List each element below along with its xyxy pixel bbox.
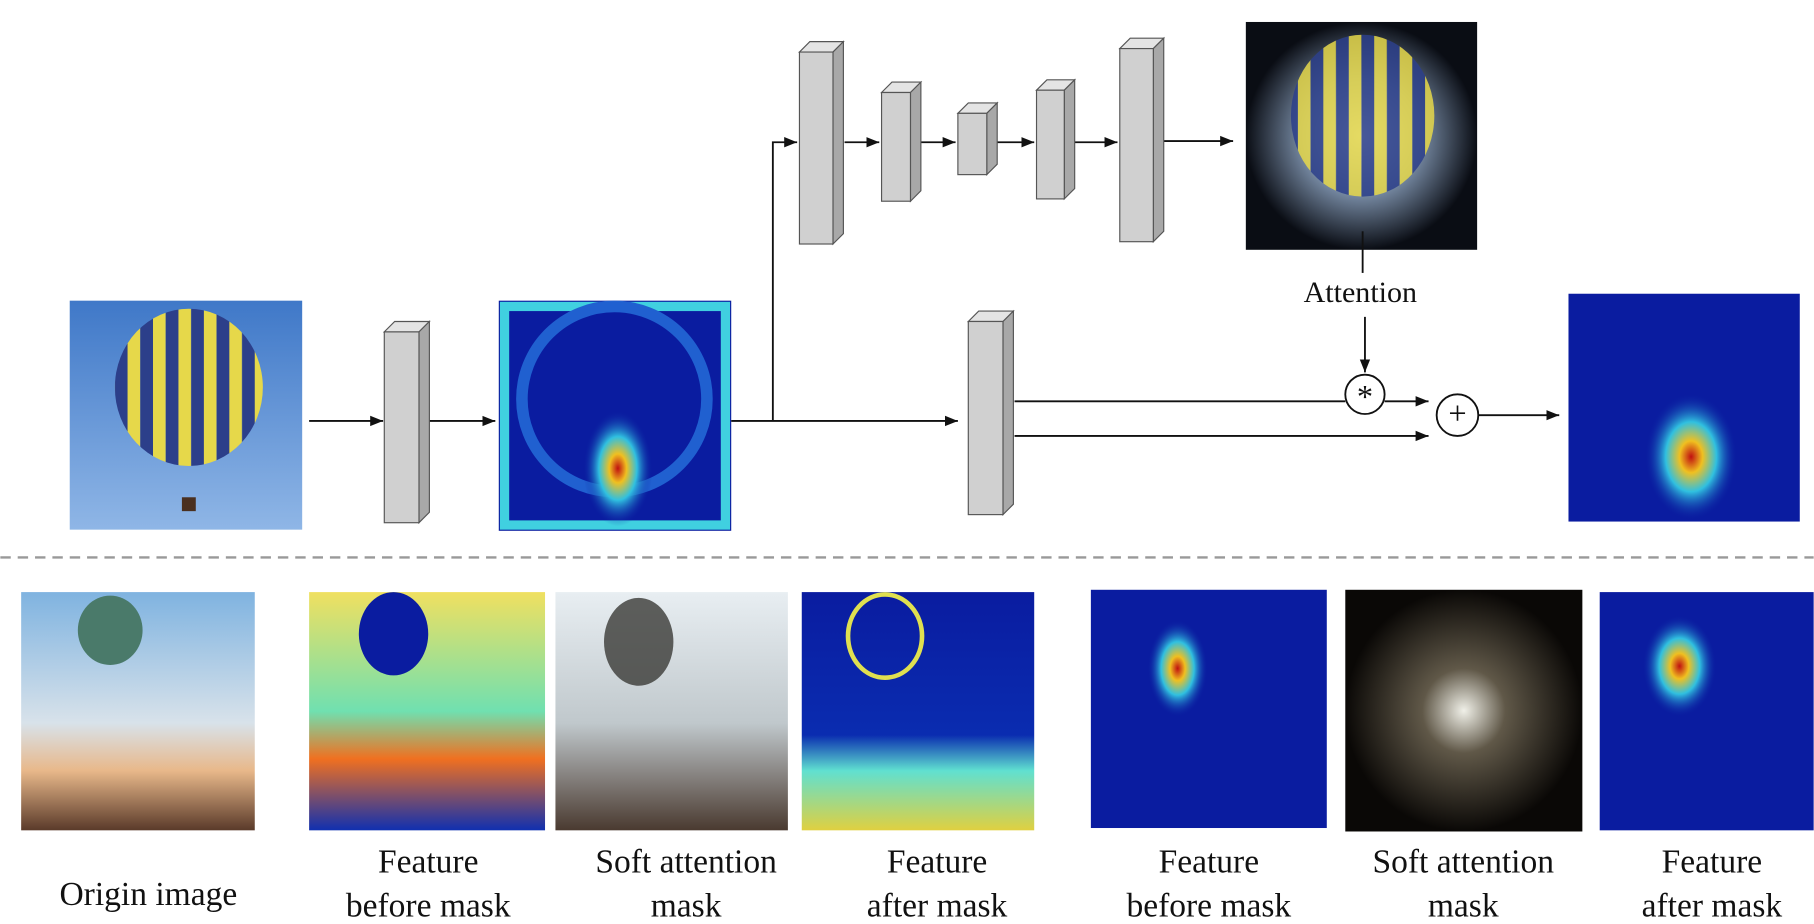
caption-line: after mask	[1642, 888, 1783, 924]
caption-line: before mask	[1126, 888, 1291, 924]
output-map	[1568, 294, 1799, 522]
caption-line: Feature	[1662, 844, 1762, 881]
block-front	[958, 113, 987, 174]
attention-image	[1246, 22, 1477, 250]
block-front	[882, 93, 911, 202]
block-side	[833, 42, 843, 244]
block-front	[799, 52, 833, 244]
caption-line: mask	[1428, 888, 1499, 924]
block-front	[968, 321, 1003, 514]
captions: Origin image Feature before mask Soft atten…	[59, 844, 1782, 924]
feature-map	[499, 301, 731, 531]
caption-line: after mask	[867, 888, 1008, 924]
caption-line: Soft attention	[595, 844, 777, 881]
multiply-symbol: *	[1357, 380, 1373, 416]
block-front	[1120, 49, 1154, 242]
attention-label: Attention	[1304, 275, 1418, 309]
bottom-images	[21, 590, 1813, 832]
add-symbol: +	[1448, 396, 1466, 432]
block-side	[910, 82, 920, 201]
block-front	[384, 332, 419, 523]
block-side	[987, 103, 997, 175]
input-image	[70, 301, 302, 530]
caption-line: Origin image	[59, 876, 237, 913]
caption-line: Feature	[1159, 844, 1259, 881]
caption-line: before mask	[346, 888, 511, 924]
block-side	[1003, 311, 1013, 515]
block-front	[1037, 90, 1065, 199]
page: * + Attention Origin image Feature before …	[0, 0, 1814, 924]
diagram: * + Attention Origin image Feature before …	[0, 0, 1814, 924]
caption-line: Feature	[378, 844, 479, 881]
block-side	[1153, 38, 1163, 242]
block-side	[419, 321, 429, 522]
block-side	[1064, 80, 1074, 199]
caption-line: mask	[651, 888, 722, 924]
caption-line: Soft attention	[1372, 844, 1554, 881]
caption-line: Feature	[887, 844, 988, 881]
